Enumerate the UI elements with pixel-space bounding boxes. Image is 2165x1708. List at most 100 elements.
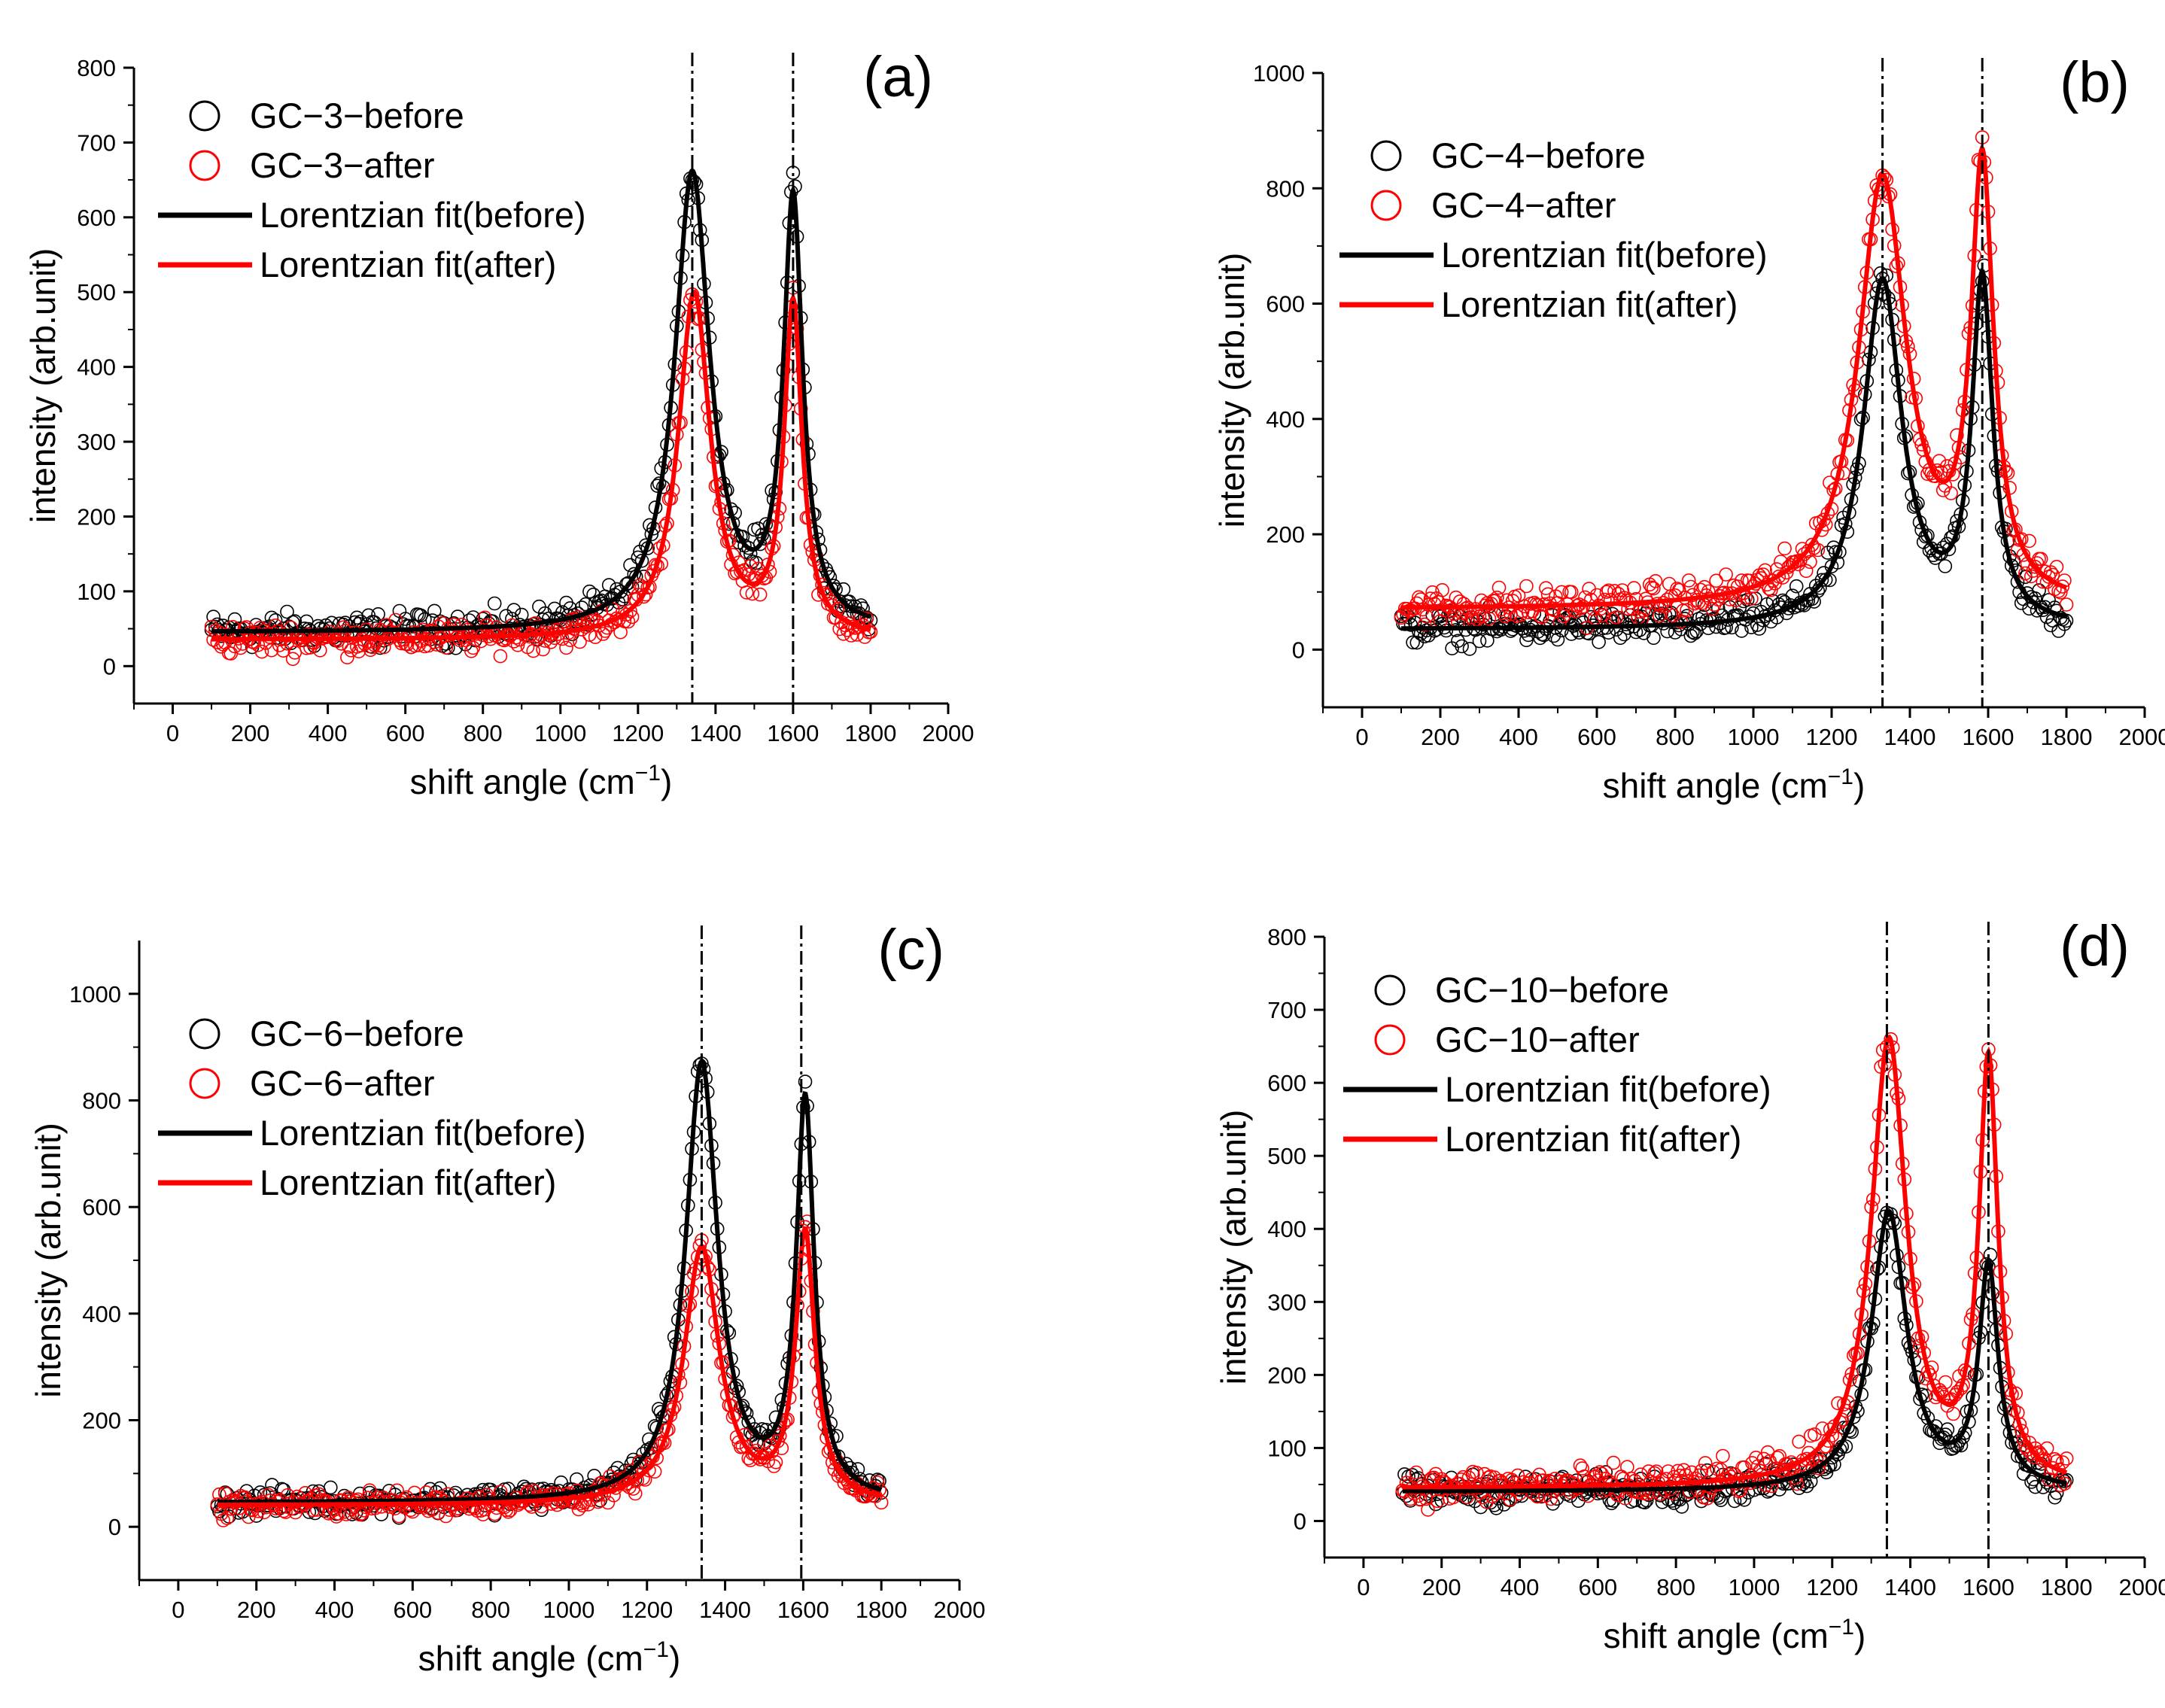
data-point xyxy=(1799,564,1814,579)
data-point xyxy=(768,1455,783,1469)
data-point xyxy=(1774,555,1788,569)
x-tick-label: 0 xyxy=(1357,1574,1370,1600)
y-tick-label: 200 xyxy=(1267,1362,1306,1388)
y-tick-label: 0 xyxy=(1292,637,1305,663)
legend-label: Lorentzian fit(after) xyxy=(1441,284,1738,324)
data-point xyxy=(753,587,768,602)
x-tick-label: 200 xyxy=(1421,724,1460,750)
data-point xyxy=(1944,486,1958,500)
data-point xyxy=(1777,541,1792,556)
x-tick-label: 200 xyxy=(231,720,270,746)
data-point xyxy=(836,627,851,641)
data-point xyxy=(1464,609,1479,625)
data-point xyxy=(2024,1475,2039,1489)
data-point xyxy=(418,612,432,627)
y-tick-label: 100 xyxy=(77,579,116,605)
data-point xyxy=(1706,1464,1720,1479)
data-point xyxy=(1595,1466,1609,1482)
data-point xyxy=(2039,1441,2054,1456)
data-point xyxy=(510,637,525,652)
x-tick-label: 600 xyxy=(1578,1574,1617,1600)
x-tick-label: 1600 xyxy=(1963,724,2014,750)
data-point xyxy=(323,1480,338,1495)
data-point xyxy=(1938,1375,1953,1390)
y-tick-label: 300 xyxy=(77,429,116,455)
y-tick-label: 0 xyxy=(1294,1508,1306,1534)
fit-line-Lorentzian fit(after) xyxy=(1401,145,2068,610)
y-tick-label: 500 xyxy=(77,279,116,305)
data-point xyxy=(1683,1485,1697,1500)
data-point xyxy=(501,1482,515,1496)
data-point xyxy=(2024,569,2039,584)
data-point xyxy=(1589,588,1604,603)
x-tick-label: 2000 xyxy=(934,1597,986,1623)
legend: GC−3−before GC−3−after Lorentzian fit(befo… xyxy=(158,96,586,284)
x-axis-label: shift angle (cm−1) xyxy=(1604,1615,1866,1655)
y-axis-label: intensity (arb.unit) xyxy=(1214,1110,1253,1385)
x-tick-label: 1000 xyxy=(534,720,586,746)
data-point xyxy=(537,606,552,621)
legend-label: GC−6−before xyxy=(250,1014,464,1053)
x-axis-label: shift angle (cm−1) xyxy=(410,761,673,801)
data-point xyxy=(1752,622,1767,636)
legend-marker-icon xyxy=(189,1018,220,1050)
x-tick-label: 1200 xyxy=(1806,1574,1858,1600)
data-point xyxy=(844,628,859,643)
x-axis-label: shift angle (cm−1) xyxy=(418,1637,681,1678)
x-tick-label: 600 xyxy=(386,720,425,746)
data-point xyxy=(1700,1463,1714,1478)
data-point xyxy=(582,584,597,599)
data-point xyxy=(1575,1461,1589,1476)
data-point xyxy=(210,635,225,650)
y-tick-label: 400 xyxy=(77,354,116,381)
data-point xyxy=(1419,609,1434,624)
data-point xyxy=(2059,1451,2074,1466)
data-point xyxy=(1792,1434,1806,1449)
x-tick-label: 0 xyxy=(1355,724,1368,750)
data-point xyxy=(836,582,851,597)
data-point xyxy=(1709,573,1723,588)
data-point xyxy=(1550,632,1565,647)
data-point xyxy=(526,643,541,658)
y-tick-label: 400 xyxy=(82,1301,121,1327)
data-point xyxy=(650,479,664,494)
data-point xyxy=(1539,581,1553,596)
data-point xyxy=(2022,533,2036,549)
data-point xyxy=(1472,634,1487,649)
data-point xyxy=(627,567,642,582)
fit-line-Lorentzian fit(before) xyxy=(1402,1208,2067,1494)
data-point xyxy=(362,1483,377,1497)
data-point xyxy=(264,610,279,625)
data-point xyxy=(1758,563,1772,578)
data-point xyxy=(1681,573,1696,588)
y-axis-label: intensity (arb.unit) xyxy=(23,248,62,524)
x-tick-label: 1200 xyxy=(612,720,664,746)
data-point xyxy=(1435,582,1449,597)
data-point xyxy=(388,612,403,628)
data-point xyxy=(329,1509,344,1524)
panel-label: (d) xyxy=(2060,914,2130,978)
data-point xyxy=(331,1506,346,1521)
legend-label: GC−3−before xyxy=(250,96,464,135)
y-tick-label: 0 xyxy=(103,653,116,679)
data-point xyxy=(340,650,354,665)
data-point xyxy=(1789,579,1804,594)
x-tick-label: 1800 xyxy=(2041,724,2093,750)
data-point xyxy=(2051,1463,2066,1477)
data-point xyxy=(477,610,492,625)
y-tick-label: 700 xyxy=(77,129,116,156)
legend: GC−10−before GC−10−after Lorentzian fit(be… xyxy=(1343,970,1771,1159)
fit-line-Lorentzian fit(before) xyxy=(1401,268,2067,631)
data-point xyxy=(2048,1452,2062,1466)
data-point xyxy=(1814,573,1829,588)
legend-marker-icon xyxy=(189,1068,220,1099)
data-point xyxy=(863,625,878,640)
x-tick-label: 1800 xyxy=(2041,1574,2093,1600)
data-point xyxy=(2055,579,2070,594)
data-point xyxy=(1595,608,1610,623)
x-tick-label: 400 xyxy=(315,1597,354,1623)
data-point xyxy=(1491,580,1507,595)
legend-marker-icon xyxy=(1374,1024,1406,1056)
x-tick-label: 1000 xyxy=(1728,724,1780,750)
data-point xyxy=(2036,1454,2051,1468)
